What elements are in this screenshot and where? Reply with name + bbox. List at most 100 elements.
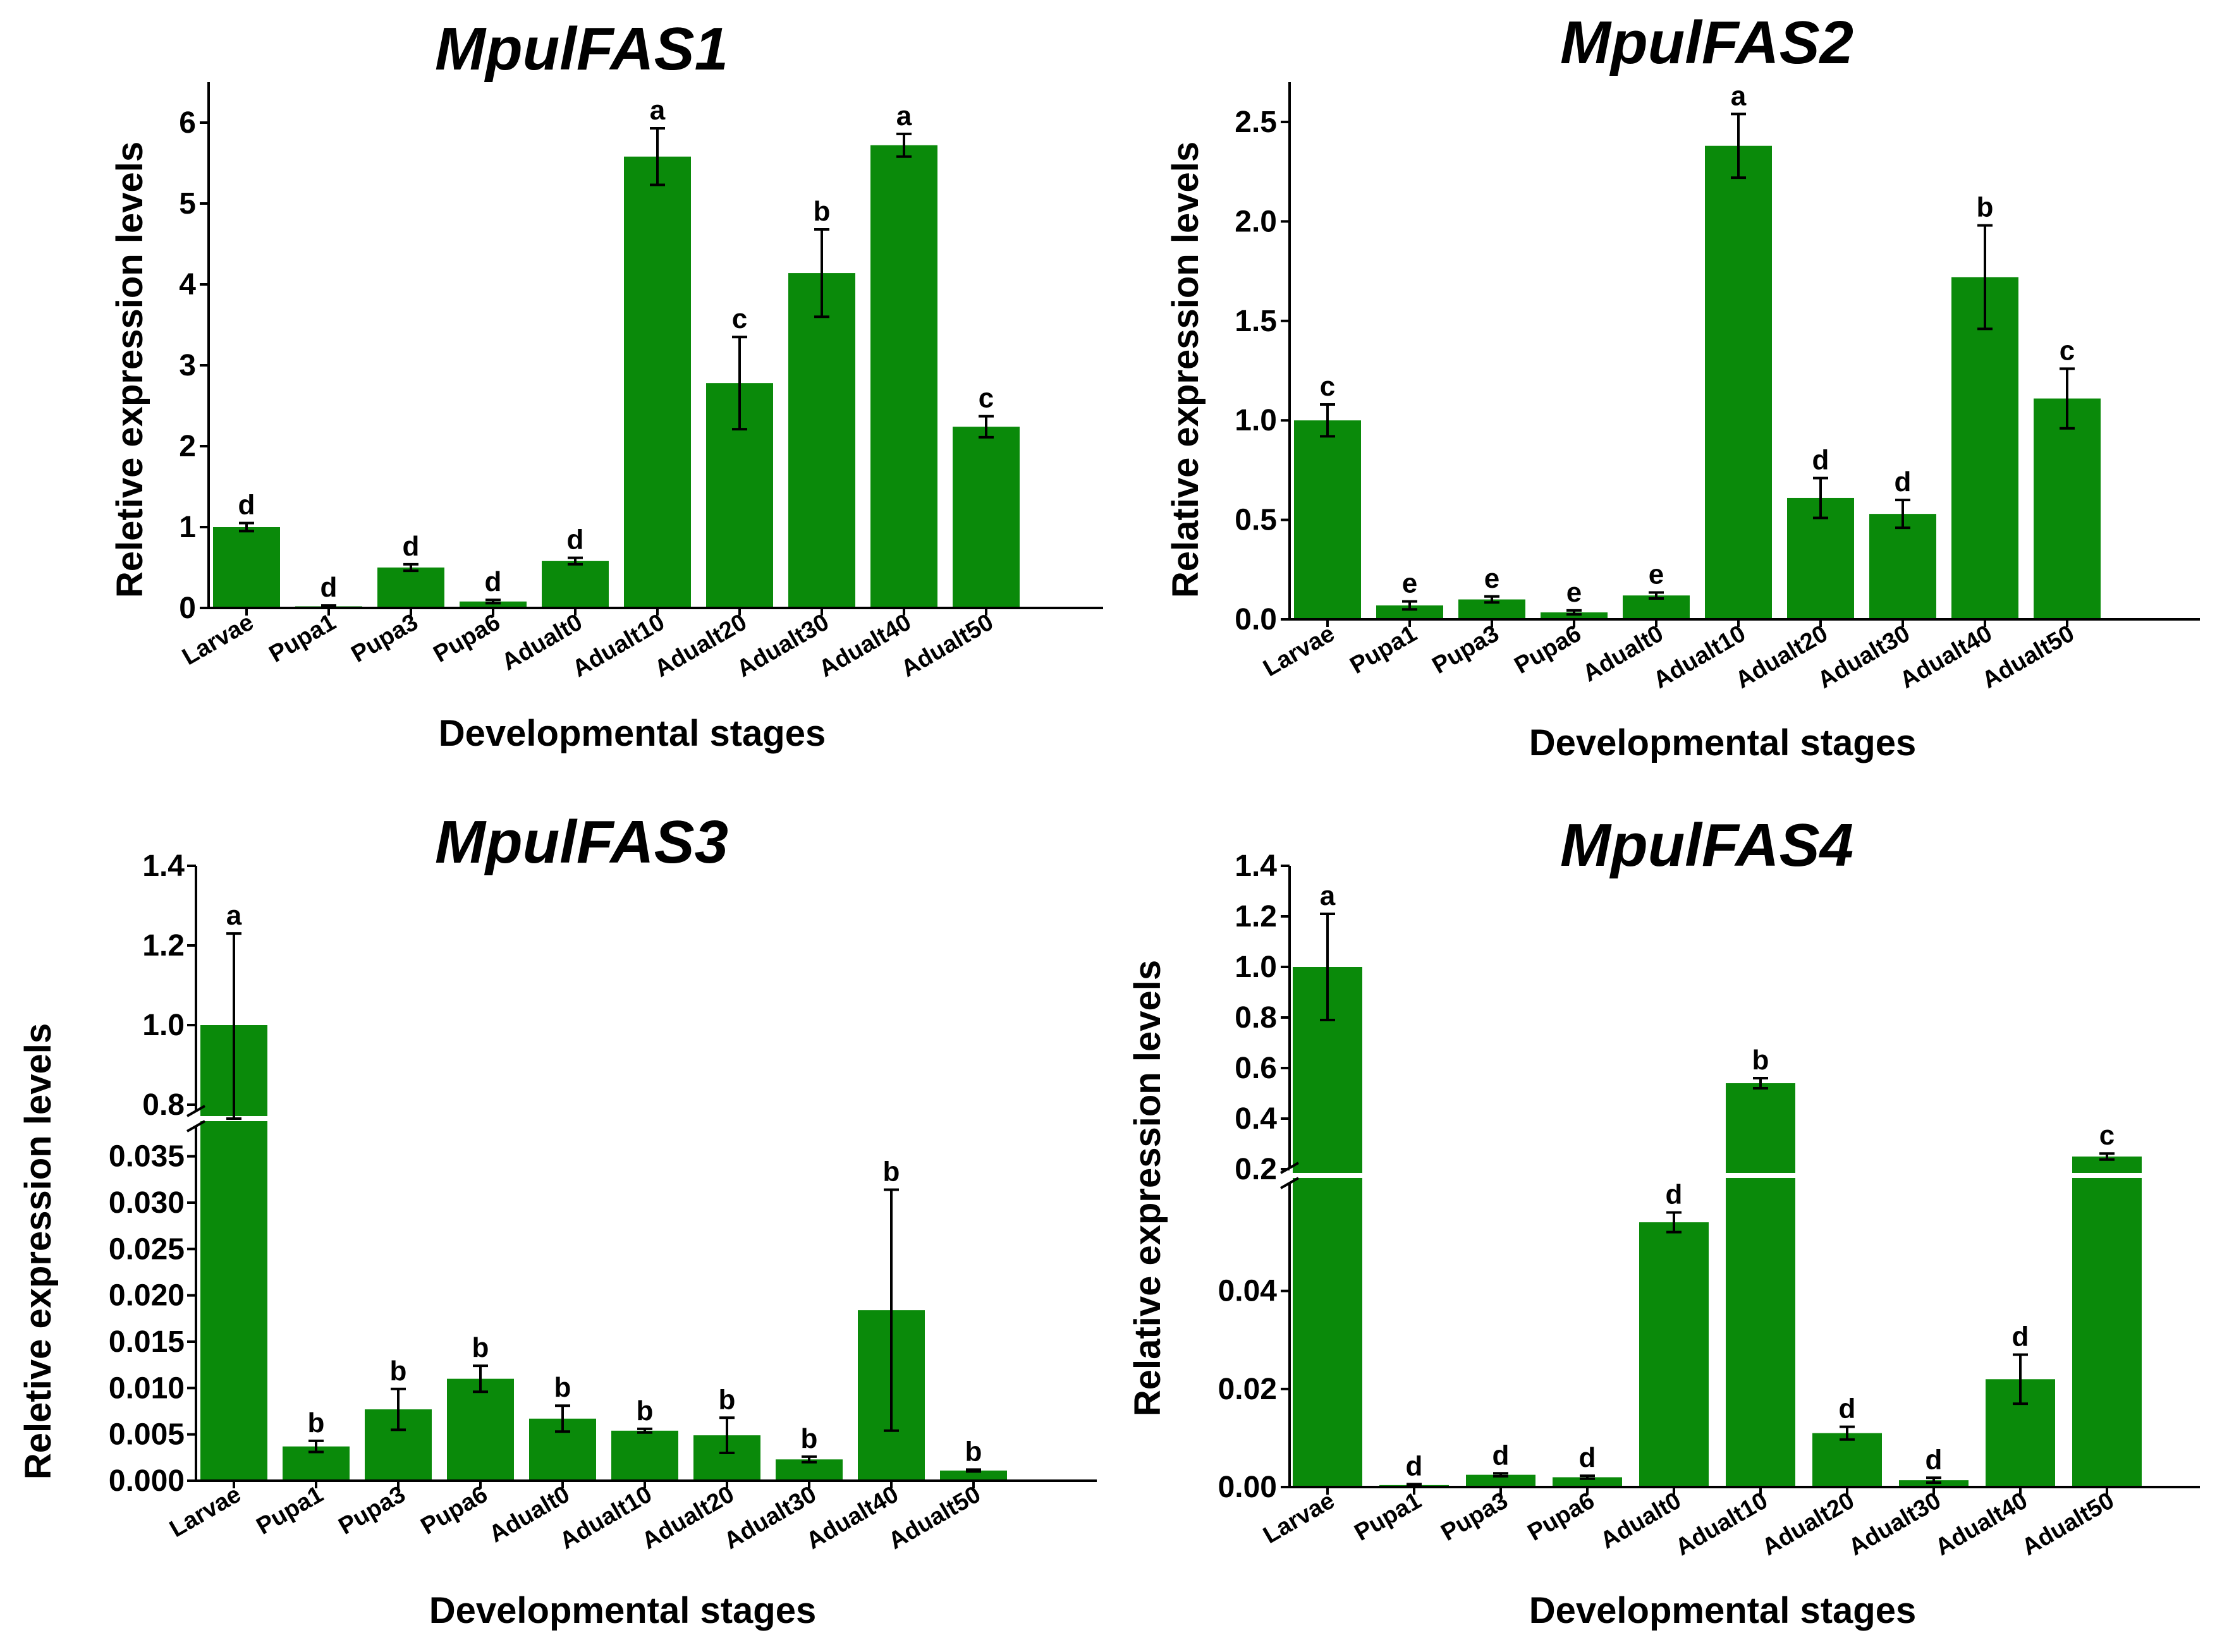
y-tick-label: 0.010 [109,1371,185,1405]
y-tick-label: 0.015 [109,1325,185,1359]
bar-larvae [1293,967,1362,1487]
significance-letter: d [2012,1321,2029,1352]
significance-letter: b [965,1436,982,1467]
bar-break-gap [2071,1173,2143,1178]
significance-letter: d [1579,1442,1596,1473]
x-axis-label: Developmental stages [1529,722,1916,763]
bar-adualt50 [2034,398,2101,619]
significance-letter: d [403,531,420,562]
significance-letter: c [732,303,747,334]
significance-letter: d [1895,466,1912,497]
y-tick-label: 1.0 [142,1009,185,1042]
panel-title: MpulFAS3 [435,808,728,876]
y-tick-label: 0 [179,592,196,625]
y-tick-label: 0.025 [109,1232,185,1266]
bar-break-gap [1724,1173,1797,1178]
y-tick-label: 4 [179,268,196,301]
bar-adualt30 [1869,514,1936,619]
bar-pupa3 [1466,1474,1535,1487]
significance-letter: d [1666,1179,1683,1210]
significance-letter: a [650,95,666,126]
significance-letter: d [1926,1444,1943,1475]
significance-letter: d [238,490,255,521]
y-tick-label: 0.6 [1235,1052,1277,1085]
y-tick-label: 1.0 [1235,951,1277,984]
y-tick-label: 5 [179,187,196,221]
significance-letter: b [554,1372,571,1403]
bar-larvae [213,527,280,608]
y-tick-label: 1.4 [142,849,185,883]
panel-mpulfas3: MpulFAS3 Reletive expression levels Deve… [18,808,1097,1631]
bar-adualt10 [1726,1083,1795,1487]
y-tick-label: 1.4 [1235,849,1277,883]
significance-letter: e [1649,559,1664,590]
y-tick-label: 2.0 [1235,205,1277,238]
significance-letter: b [637,1395,654,1426]
significance-letter: a [1731,80,1747,111]
bar-pupa6 [460,601,527,608]
x-axis-label: Developmental stages [439,713,826,754]
bar-adualt20 [1812,1433,1882,1487]
bar-pupa3 [377,568,444,608]
y-tick-label: 1.0 [1235,404,1277,437]
significance-letter: e [1402,568,1417,599]
panel-title: MpulFAS2 [1560,9,1853,76]
significance-letter: a [896,100,912,131]
y-tick-label: 0.035 [109,1140,185,1174]
y-tick-label: 2.5 [1235,106,1277,139]
significance-letter: b [814,196,831,227]
bar-adualt10 [1705,145,1772,620]
significance-letter: a [1320,880,1336,911]
y-tick-label: 0.000 [109,1464,185,1498]
y-tick-label: 6 [179,106,196,140]
y-axis-label: Reletive expression levels [109,142,150,598]
bar-pupa1 [1376,605,1443,619]
significance-letter: d [320,572,338,603]
bar-adualt50 [2072,1157,2142,1487]
y-tick-label: 0.0 [1235,603,1277,636]
y-tick-label: 1 [179,511,196,544]
significance-letter: b [801,1423,818,1454]
bar-larvae [1294,420,1361,619]
bar-adualt0 [542,561,609,608]
bar-break-gap [1291,1173,1364,1178]
significance-letter: c [2060,335,2075,366]
significance-letter: d [1406,1450,1423,1481]
significance-letter: d [1493,1440,1510,1471]
significance-letter: d [485,566,502,597]
panel-title: MpulFAS4 [1560,811,1853,879]
significance-letter: b [719,1384,736,1415]
significance-letter: a [226,900,242,931]
significance-letter: b [1752,1045,1769,1076]
y-tick-label: 0.020 [109,1279,185,1313]
significance-letter: e [1566,577,1582,608]
significance-letter: d [1812,444,1829,475]
x-axis-label: Developmental stages [1529,1590,1916,1631]
y-tick-label: 0.02 [1218,1373,1277,1406]
x-axis-label: Developmental stages [429,1590,816,1631]
significance-letter: b [390,1356,407,1387]
axis-break-mark [1280,1177,1299,1189]
y-tick-label: 0.5 [1235,504,1277,537]
y-tick-label: 1.2 [1235,900,1277,933]
significance-letter: b [883,1156,900,1187]
significance-letter: b [308,1407,325,1438]
axis-break-mark [186,1120,205,1133]
significance-letter: b [472,1332,489,1363]
significance-letter: d [1839,1394,1856,1424]
y-axis-label: Relative expression levels [1127,960,1168,1416]
panel-title: MpulFAS1 [435,15,728,83]
y-tick-label: 0.8 [142,1088,185,1122]
axis-break-mark [186,1105,205,1117]
bar-adualt40 [870,145,937,609]
bar-adualt40 [1951,277,2018,619]
y-tick-label: 2 [179,430,196,463]
significance-letter: c [2099,1120,2115,1151]
y-tick-label: 0.2 [1235,1153,1277,1186]
bar-pupa6 [1553,1477,1622,1487]
y-tick-label: 0.005 [109,1418,185,1452]
bar-pupa6 [447,1378,514,1481]
y-tick-label: 0.030 [109,1186,185,1220]
bar-adualt10 [611,1430,678,1481]
